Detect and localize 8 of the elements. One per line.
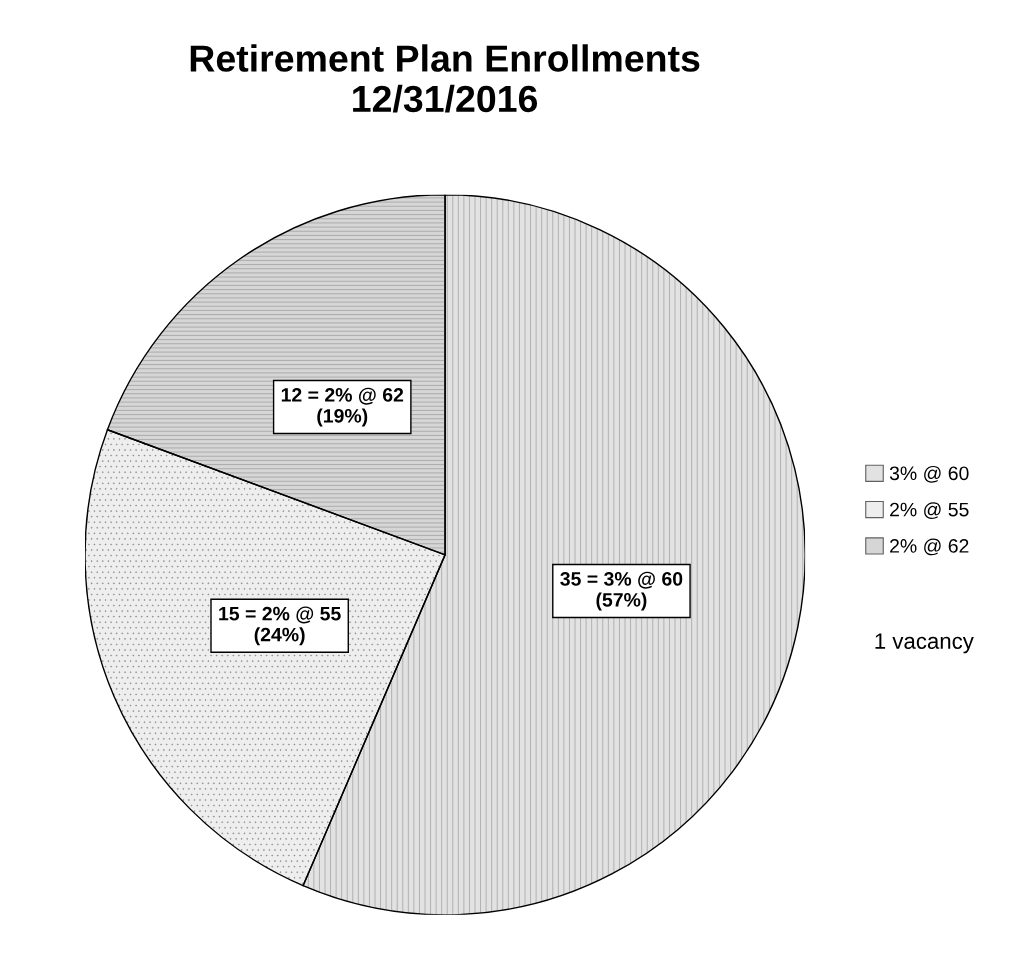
data-label: 12 = 2% @ 62 (19%) [281,387,404,427]
legend-label: 2% @ 62 [890,538,969,556]
chart-title: Retirement Plan Enrollments 12/31/2016 [190,44,700,113]
data-label: 35 = 3% @ 60 (57%) [560,571,683,611]
legend-label: 2% @ 55 [890,502,969,519]
data-label: 15 = 2% @ 55 (24%) [219,606,341,646]
text: 1 vacancy [875,633,974,654]
legend-label: 3% @ 60 [889,465,969,483]
